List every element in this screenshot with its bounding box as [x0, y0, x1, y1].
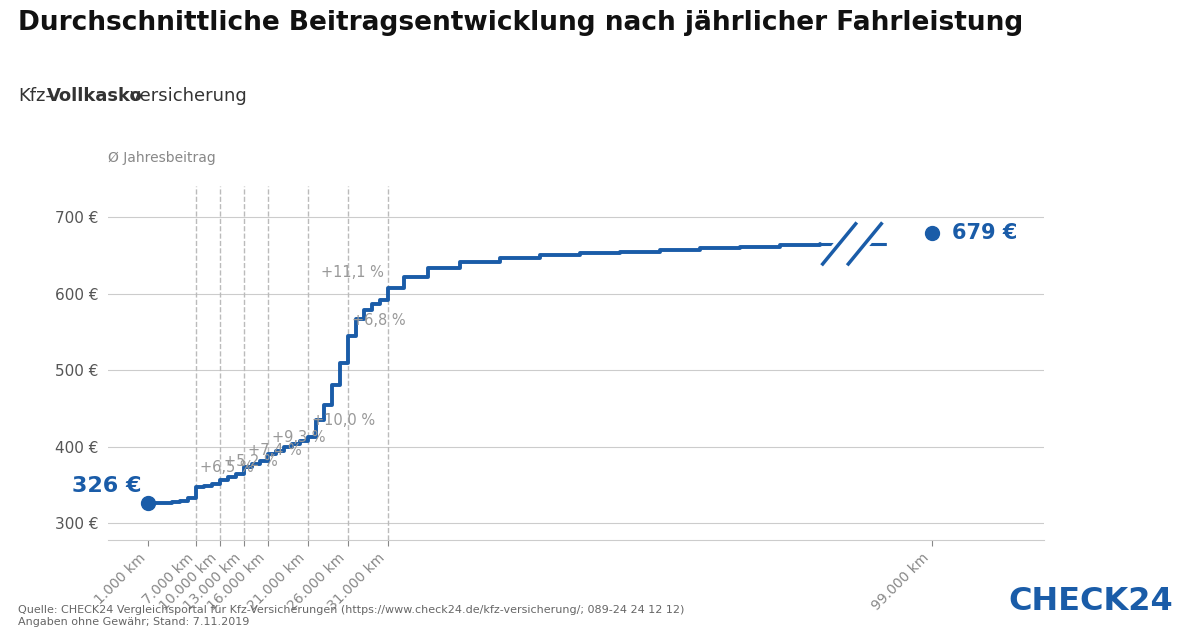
Text: +6,5 %: +6,5 % [200, 460, 253, 475]
Text: CHECK24: CHECK24 [1008, 586, 1172, 617]
Text: 326 €: 326 € [72, 476, 142, 496]
Text: Ø Jahresbeitrag: Ø Jahresbeitrag [108, 151, 216, 165]
Text: Durchschnittliche Beitragsentwicklung nach jährlicher Fahrleistung: Durchschnittliche Beitragsentwicklung na… [18, 10, 1024, 35]
Text: +11,1 %: +11,1 % [322, 265, 384, 280]
Text: Vollkasko: Vollkasko [47, 87, 143, 105]
Text: +10,0 %: +10,0 % [312, 413, 376, 428]
Text: 679 €: 679 € [952, 223, 1018, 243]
Text: +6,8 %: +6,8 % [352, 313, 406, 328]
Text: +5,2 %: +5,2 % [224, 454, 277, 469]
Text: versicherung: versicherung [130, 87, 247, 105]
Text: +7,4 %: +7,4 % [248, 443, 301, 458]
Text: Kfz-: Kfz- [18, 87, 52, 105]
Text: Quelle: CHECK24 Vergleichsportal für Kfz-Versicherungen (https://www.check24.de/: Quelle: CHECK24 Vergleichsportal für Kfz… [18, 605, 684, 627]
Text: +9,3 %: +9,3 % [272, 430, 325, 445]
